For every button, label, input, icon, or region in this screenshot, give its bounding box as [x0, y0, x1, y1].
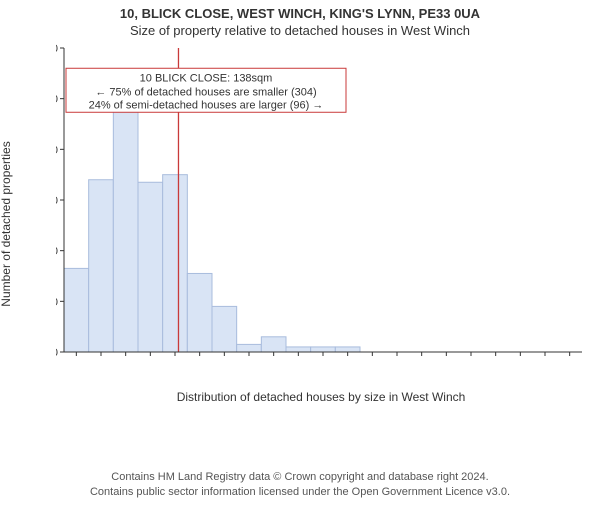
histogram-bar	[138, 182, 163, 352]
histogram-bar	[335, 347, 360, 352]
title-address: 10, BLICK CLOSE, WEST WINCH, KING'S LYNN…	[0, 6, 600, 21]
x-axis-label: Distribution of detached houses by size …	[56, 390, 586, 404]
y-tick-label: 0	[56, 347, 58, 356]
histogram-bar	[89, 180, 114, 352]
histogram-bar	[187, 273, 212, 352]
histogram-bar	[311, 347, 336, 352]
histogram-bar	[212, 306, 237, 352]
histogram-bar	[286, 347, 311, 352]
annotation-line-2: ← 75% of detached houses are smaller (30…	[95, 86, 316, 98]
y-tick-label: 80	[56, 144, 58, 156]
chart-container: Number of detached properties 0204060801…	[14, 44, 586, 404]
y-axis-label: Number of detached properties	[0, 141, 13, 306]
annotation-line-3: 24% of semi-detached houses are larger (…	[89, 99, 324, 111]
histogram-bar	[261, 337, 286, 352]
y-tick-label: 100	[56, 94, 58, 106]
histogram-bar	[64, 268, 89, 352]
histogram-bar	[163, 175, 188, 352]
y-tick-label: 60	[56, 195, 58, 207]
title-subtitle: Size of property relative to detached ho…	[0, 23, 600, 38]
histogram-bar	[113, 104, 138, 352]
y-tick-label: 120	[56, 44, 58, 55]
histogram-svg: 02040608010012056sqm75sqm93sqm112sqm130s…	[56, 44, 586, 356]
histogram-bar	[237, 344, 262, 352]
caption-line-2: Contains public sector information licen…	[14, 485, 586, 500]
y-tick-label: 20	[56, 296, 58, 308]
y-tick-label: 40	[56, 246, 58, 258]
caption-line-1: Contains HM Land Registry data © Crown c…	[14, 470, 586, 485]
caption: Contains HM Land Registry data © Crown c…	[14, 470, 586, 500]
annotation-line-1: 10 BLICK CLOSE: 138sqm	[140, 72, 273, 84]
plot-area: 02040608010012056sqm75sqm93sqm112sqm130s…	[56, 44, 586, 356]
